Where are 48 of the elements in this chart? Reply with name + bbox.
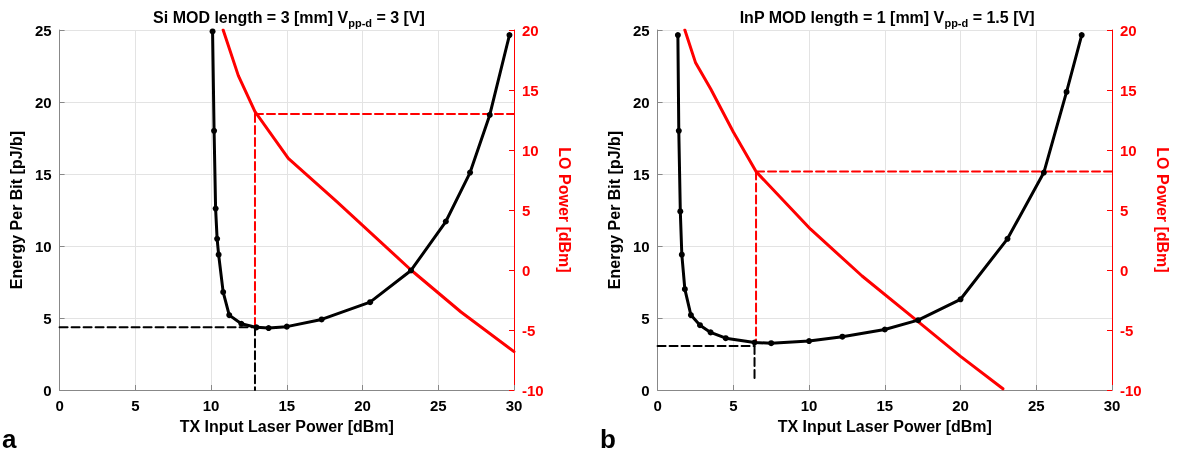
- y2-tick-label: 10: [1120, 141, 1137, 159]
- y2-tick-label: -5: [522, 321, 536, 339]
- y-tick-label: 0: [43, 381, 52, 399]
- y2-tick-label: 5: [522, 201, 531, 219]
- text: a: [2, 424, 17, 454]
- x-tick-label: 30: [1103, 397, 1121, 414]
- x-tick-label: 20: [354, 397, 371, 414]
- y2-tick-label: 15: [522, 81, 539, 99]
- x-tick-label: 25: [1027, 397, 1045, 414]
- y-tick-label: 20: [632, 93, 650, 111]
- y2-tick-label: -5: [1120, 321, 1134, 339]
- y2-axis-title: LO Power [dBm]: [1153, 147, 1171, 273]
- x-axis-title: TX Input Laser Power [dBm]: [777, 417, 992, 435]
- y-tick-label: 25: [34, 21, 52, 39]
- y2-tick-label: 5: [1120, 201, 1129, 219]
- x-tick-label: 5: [729, 397, 738, 414]
- y-tick-label: 10: [632, 237, 650, 255]
- x-tick-label: 20: [952, 397, 969, 414]
- y2-tick-label: 0: [522, 261, 531, 279]
- y2-tick-label: 10: [522, 141, 539, 159]
- y-tick-label: 15: [632, 165, 650, 183]
- y-axis-title: Energy Per Bit [pJ/b]: [605, 130, 623, 290]
- x-tick-label: 25: [429, 397, 447, 414]
- y-tick-label: 5: [43, 309, 52, 327]
- y2-tick-label: -10: [1120, 381, 1142, 399]
- y2-tick-label: 20: [522, 21, 539, 39]
- x-axis-title: TX Input Laser Power [dBm]: [179, 417, 394, 435]
- y-tick-label: 25: [632, 21, 650, 39]
- x-tick-label: 15: [278, 397, 296, 414]
- text: b: [600, 424, 616, 454]
- y2-tick-label: -10: [522, 381, 544, 399]
- y-tick-label: 15: [34, 165, 52, 183]
- y2-tick-label: 15: [1120, 81, 1137, 99]
- x-tick-label: 10: [202, 397, 220, 414]
- y-tick-label: 10: [34, 237, 52, 255]
- y-axis-title: Energy Per Bit [pJ/b]: [7, 130, 25, 290]
- y-tick-label: 20: [34, 93, 52, 111]
- y-tick-label: 5: [641, 309, 650, 327]
- y2-axis-title: LO Power [dBm]: [555, 147, 573, 273]
- x-tick-label: 10: [800, 397, 818, 414]
- x-tick-label: 5: [131, 397, 140, 414]
- y2-tick-label: 20: [1120, 21, 1137, 39]
- y2-tick-label: 0: [1120, 261, 1129, 279]
- x-tick-label: 15: [876, 397, 894, 414]
- y-tick-label: 0: [641, 381, 650, 399]
- x-tick-label: 30: [505, 397, 523, 414]
- x-tick-label: 0: [55, 397, 64, 414]
- x-tick-label: 0: [653, 397, 662, 414]
